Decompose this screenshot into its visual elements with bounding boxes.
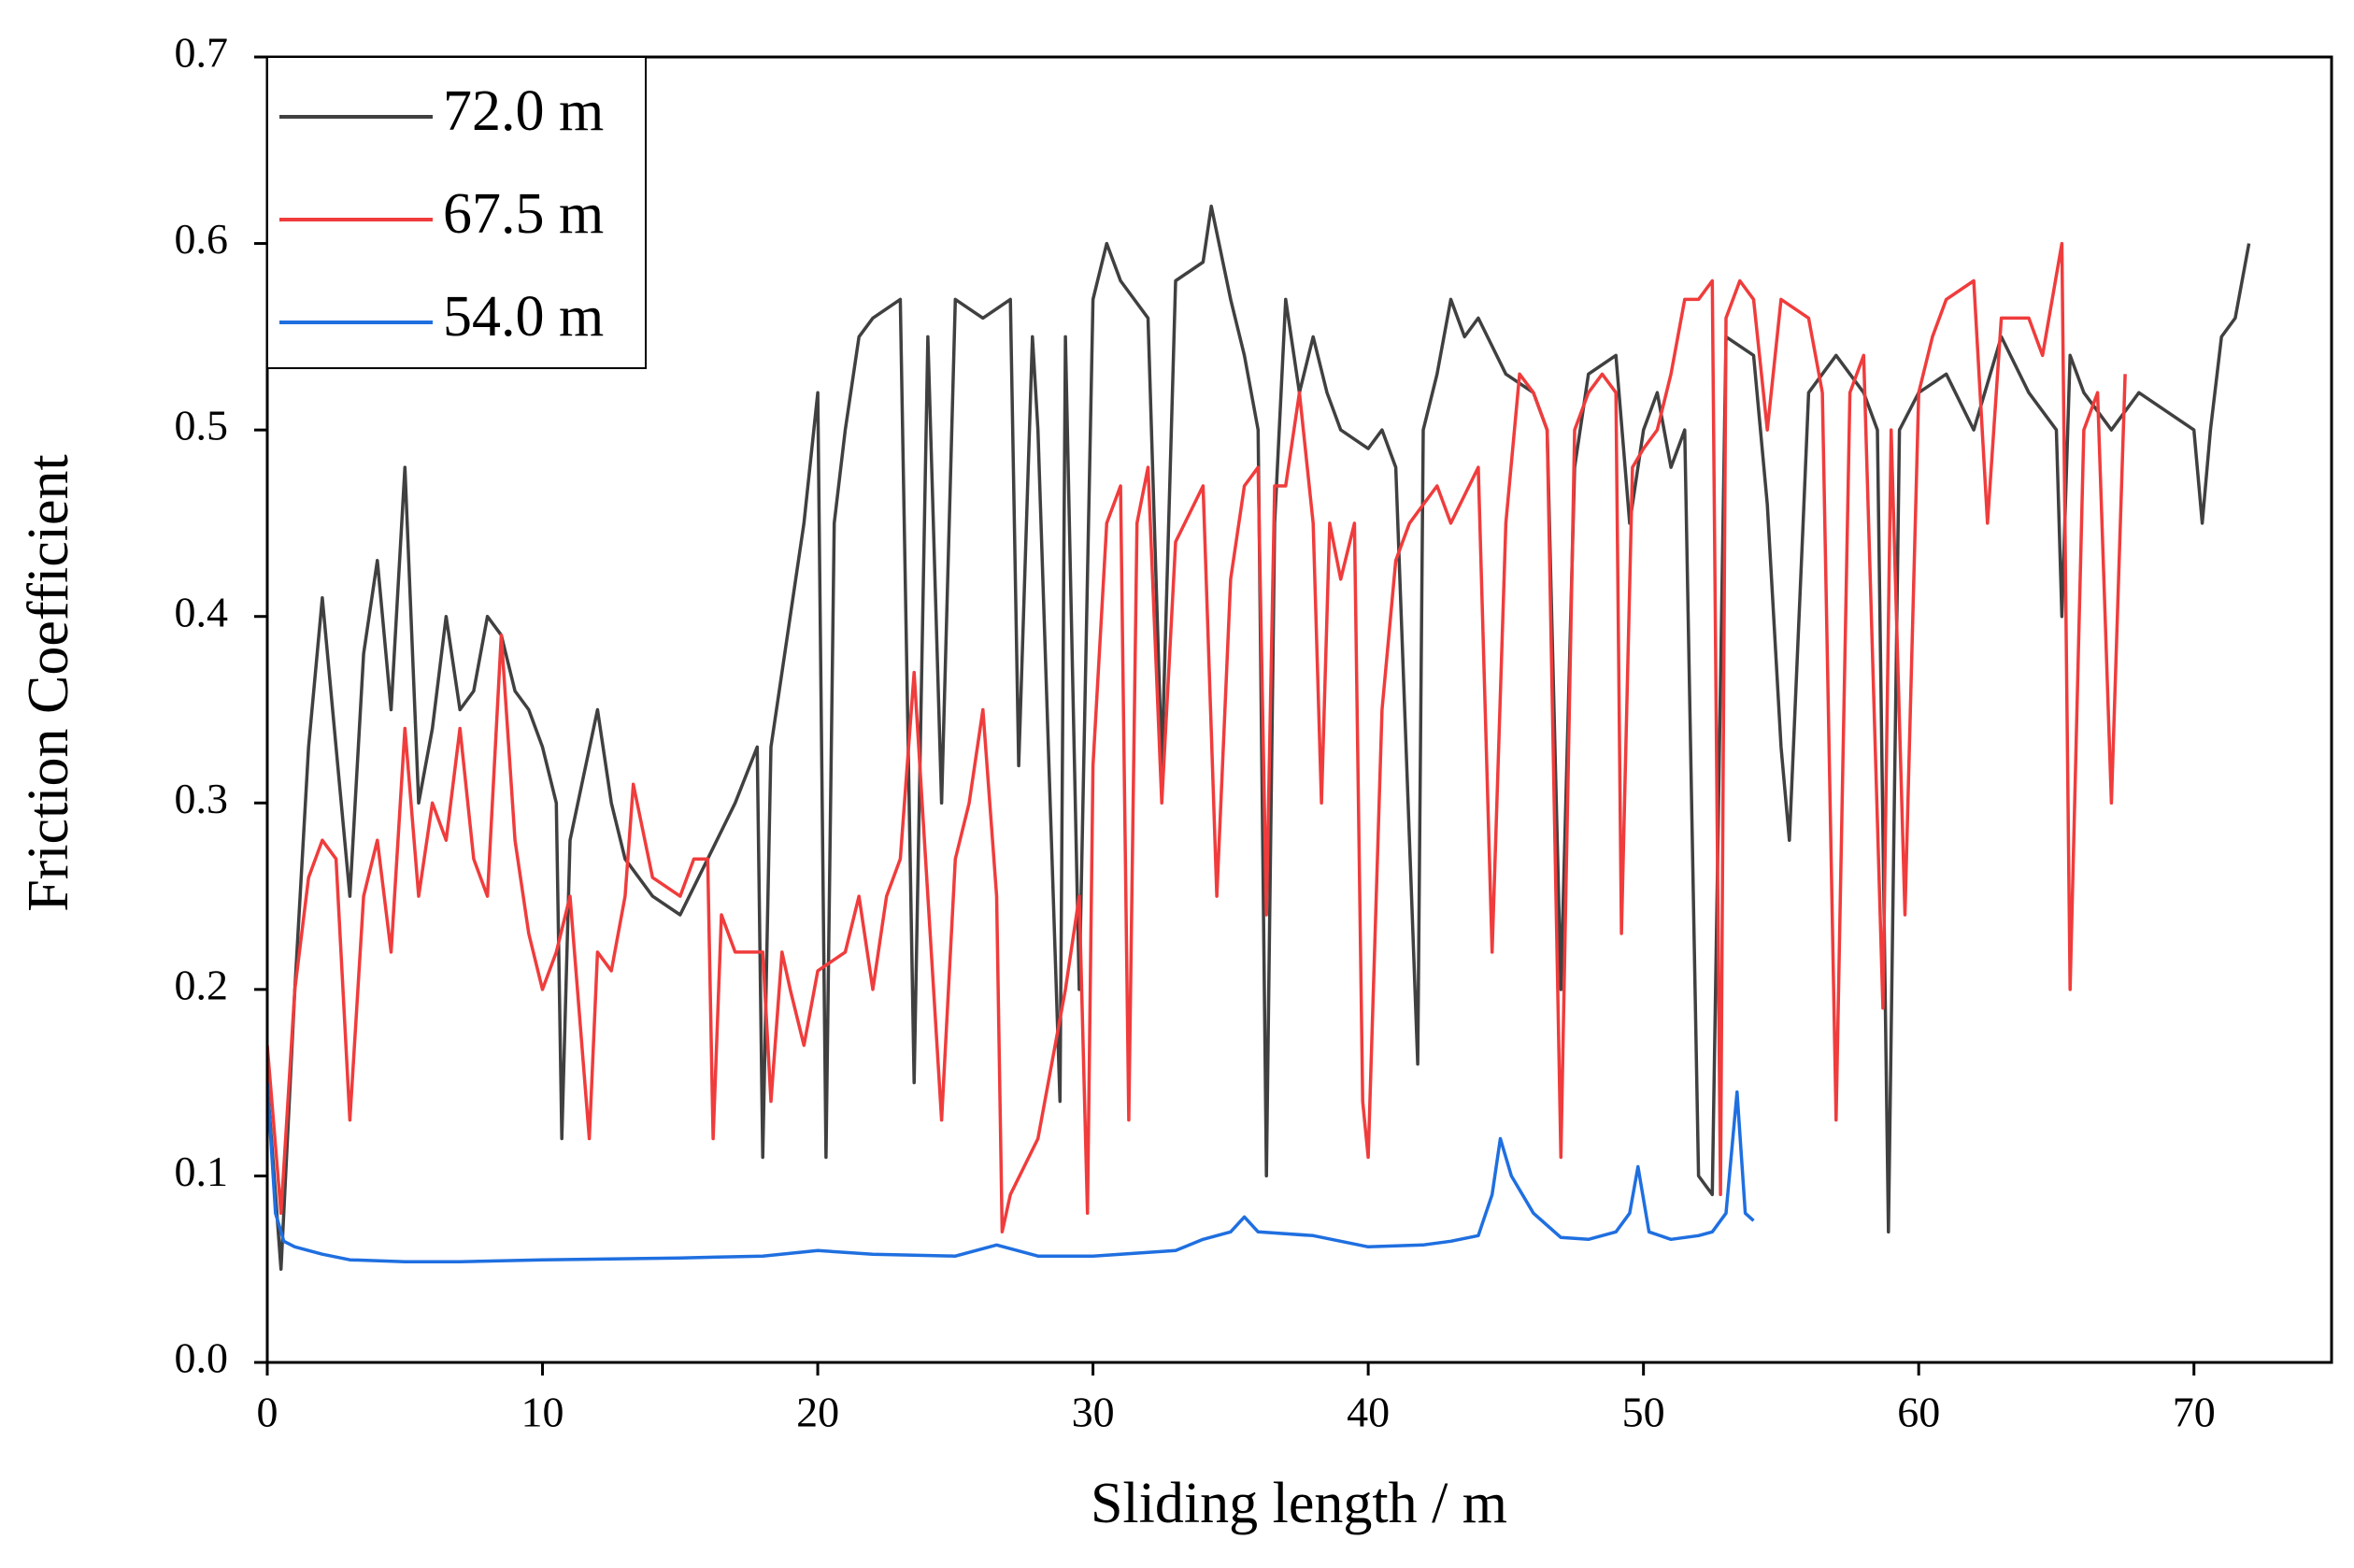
y-tick-label: 0.4: [175, 588, 229, 635]
legend-label: 54.0 m: [443, 285, 604, 349]
y-tick-label: 0.0: [175, 1334, 229, 1382]
x-tick-label: 0: [257, 1389, 278, 1436]
y-tick-label: 0.2: [175, 961, 229, 1008]
legend-label: 72.0 m: [443, 79, 604, 143]
plot-frame: [265, 55, 2333, 1364]
x-tick-label: 70: [2173, 1389, 2216, 1436]
y-axis-label: Friction Coefficient: [17, 454, 80, 912]
y-tick-label: 0.1: [175, 1147, 229, 1195]
series-line: [267, 241, 2127, 1234]
x-tick-label: 40: [1347, 1389, 1390, 1436]
x-tick-label: 50: [1622, 1389, 1665, 1436]
x-tick-label: 10: [521, 1389, 564, 1436]
y-tick-label: 0.7: [175, 29, 229, 77]
x-axis-label: Sliding length / m: [1091, 1472, 1507, 1535]
series-line: [267, 1082, 1755, 1263]
legend-box: [266, 56, 647, 369]
x-tick-label: 60: [1897, 1389, 1940, 1436]
legend-label: 67.5 m: [443, 182, 604, 246]
y-tick-label: 0.3: [175, 775, 229, 822]
x-tick-label: 30: [1072, 1389, 1115, 1436]
y-tick-label: 0.5: [175, 402, 229, 449]
x-tick-label: 20: [796, 1389, 839, 1436]
y-tick-label: 0.6: [175, 215, 229, 263]
